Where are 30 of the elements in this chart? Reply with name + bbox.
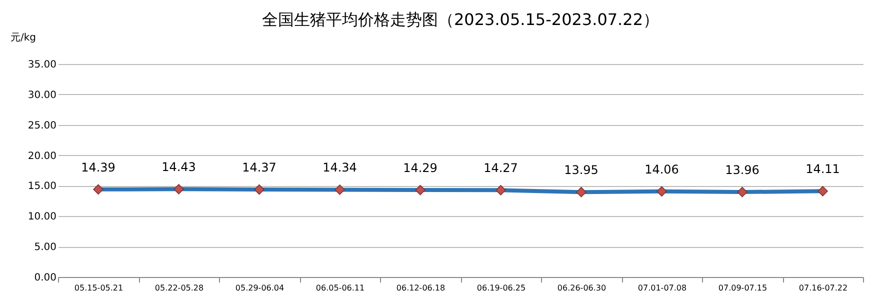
data-label: 13.96 [725, 163, 760, 178]
y-tick-label: 5.00 [34, 242, 56, 254]
x-tick-label: 07.09-07.15 [718, 284, 768, 292]
data-label: 14.27 [484, 161, 518, 176]
x-tick-label: 05.15-05.21 [74, 284, 124, 292]
y-tick-label: 20.00 [28, 150, 56, 162]
data-label: 14.29 [403, 161, 438, 176]
x-tick-label: 05.29-06.04 [235, 284, 284, 292]
data-label: 14.34 [322, 160, 357, 175]
data-label: 14.37 [242, 160, 276, 175]
data-label: 14.43 [162, 160, 196, 174]
x-tick-label: 06.05-06.11 [316, 284, 365, 292]
y-axis-title: 元/kg [10, 32, 36, 44]
data-label: 14.06 [644, 162, 679, 176]
x-tick-label: 06.19-06.25 [476, 284, 526, 292]
y-tick-label: 30.00 [28, 90, 56, 101]
x-tick-label: 06.12-06.18 [396, 284, 446, 292]
data-label: 13.95 [564, 163, 598, 178]
x-tick-label: 06.26-06.30 [557, 284, 606, 292]
y-tick-label: 0.00 [34, 272, 56, 284]
y-tick-label: 25.00 [28, 120, 56, 132]
y-tick-label: 10.00 [28, 212, 56, 223]
chart-title: 全国生猪平均价格走势图（2023.05.15-2023.07.22） [262, 10, 659, 29]
y-tick-label: 35.00 [28, 60, 56, 70]
x-tick-label: 07.16-07.22 [798, 284, 848, 292]
data-label: 14.11 [806, 162, 840, 176]
data-label: 14.39 [81, 160, 116, 174]
x-tick-label: 05.22-05.28 [154, 284, 204, 292]
y-tick-label: 15.00 [28, 181, 56, 192]
x-tick-label: 07.01-07.08 [638, 284, 687, 292]
